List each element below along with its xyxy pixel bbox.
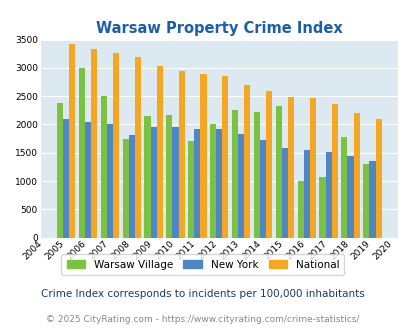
Bar: [341, 137, 347, 238]
Bar: [319, 177, 325, 238]
Bar: [188, 142, 194, 238]
Bar: [107, 124, 113, 238]
Bar: [194, 129, 200, 238]
Bar: [150, 127, 156, 238]
Text: © 2025 CityRating.com - https://www.cityrating.com/crime-statistics/: © 2025 CityRating.com - https://www.city…: [46, 315, 359, 324]
Text: Crime Index corresponds to incidents per 100,000 inhabitants: Crime Index corresponds to incidents per…: [41, 289, 364, 299]
Bar: [156, 66, 162, 238]
Bar: [100, 96, 107, 238]
Bar: [209, 124, 215, 238]
Bar: [347, 155, 353, 238]
Bar: [265, 91, 271, 238]
Bar: [178, 71, 184, 238]
Bar: [222, 76, 228, 238]
Bar: [215, 129, 222, 238]
Bar: [375, 119, 381, 238]
Bar: [200, 74, 206, 238]
Bar: [85, 122, 91, 238]
Bar: [253, 112, 259, 238]
Bar: [79, 68, 85, 238]
Bar: [275, 106, 281, 238]
Bar: [172, 127, 178, 238]
Bar: [128, 135, 134, 238]
Bar: [287, 97, 293, 238]
Bar: [69, 44, 75, 238]
Bar: [259, 140, 265, 238]
Bar: [57, 103, 63, 238]
Bar: [63, 119, 69, 238]
Legend: Warsaw Village, New York, National: Warsaw Village, New York, National: [61, 254, 344, 275]
Bar: [134, 56, 141, 238]
Bar: [231, 110, 237, 238]
Bar: [303, 150, 309, 238]
Bar: [122, 139, 128, 238]
Bar: [91, 49, 97, 238]
Bar: [281, 148, 287, 238]
Bar: [369, 161, 375, 238]
Bar: [166, 115, 172, 238]
Bar: [237, 134, 243, 238]
Bar: [331, 104, 337, 238]
Bar: [297, 181, 303, 238]
Bar: [113, 53, 119, 238]
Bar: [353, 113, 359, 238]
Title: Warsaw Property Crime Index: Warsaw Property Crime Index: [96, 21, 342, 36]
Bar: [362, 164, 369, 238]
Bar: [144, 116, 150, 238]
Bar: [243, 85, 250, 238]
Bar: [325, 152, 331, 238]
Bar: [309, 98, 315, 238]
